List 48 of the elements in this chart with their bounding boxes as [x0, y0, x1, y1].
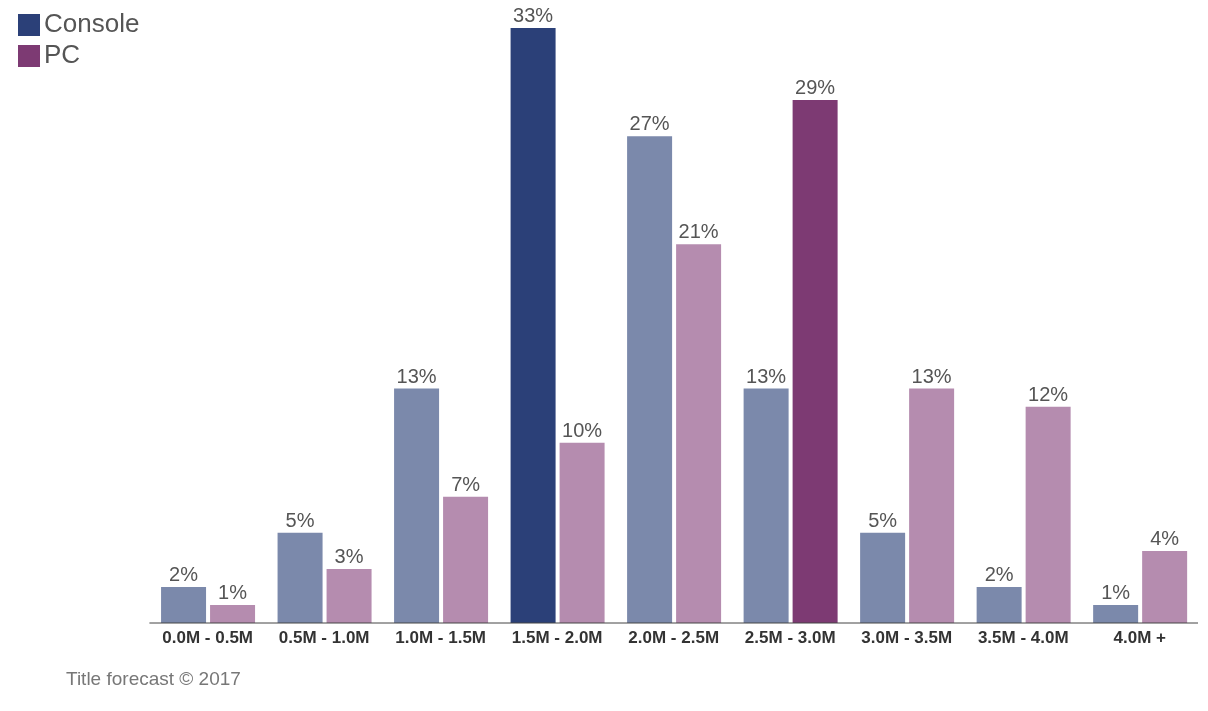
bar [510, 28, 556, 623]
legend-label: PC [44, 39, 81, 69]
data-label: 7% [451, 472, 481, 495]
bar [976, 586, 1022, 623]
x-tick-label: 2.0M - 2.5M [628, 628, 720, 648]
data-label: 13% [746, 364, 787, 387]
data-label: 1% [218, 580, 248, 603]
data-label: 2% [984, 562, 1014, 585]
bar [443, 496, 489, 623]
bar [326, 568, 372, 623]
data-label: 33% [513, 4, 554, 26]
data-label: 13% [396, 364, 437, 387]
x-tick-label: 3.0M - 3.5M [861, 628, 953, 648]
bar [743, 388, 789, 623]
bar [627, 136, 673, 623]
data-label: 1% [1101, 580, 1131, 603]
x-tick-label: 0.0M - 0.5M [162, 628, 254, 648]
legend-label: Console [44, 8, 140, 38]
data-label: 12% [1028, 382, 1069, 405]
bar [1093, 604, 1139, 623]
data-label: 5% [285, 508, 315, 531]
bar [909, 388, 955, 623]
data-label: 13% [911, 364, 952, 387]
bar [792, 100, 838, 623]
data-label: 21% [678, 220, 719, 243]
bar [860, 532, 906, 623]
data-label: 4% [1150, 526, 1180, 549]
bar [161, 586, 207, 623]
bar [1025, 406, 1071, 623]
data-label: 5% [868, 508, 898, 531]
x-tick-label: 1.5M - 2.0M [511, 628, 603, 648]
x-tick-label: 2.5M - 3.0M [744, 628, 836, 648]
x-tick-label: 0.5M - 1.0M [278, 628, 370, 648]
bar [1142, 550, 1188, 623]
bar [559, 442, 605, 623]
x-tick-label: 1.0M - 1.5M [395, 628, 487, 648]
data-label: 29% [795, 76, 836, 99]
data-label: 2% [169, 562, 199, 585]
x-tick-label: 3.5M - 4.0M [977, 628, 1069, 648]
bar [210, 604, 256, 623]
bar [394, 388, 440, 623]
data-label: 3% [334, 544, 364, 567]
x-tick-label: 4.0M + [1113, 628, 1167, 648]
bar [277, 532, 323, 623]
text: Title forecast © 2017 [65, 668, 242, 690]
data-label: 27% [629, 112, 670, 135]
bar [676, 244, 722, 623]
data-label: 10% [562, 418, 603, 441]
